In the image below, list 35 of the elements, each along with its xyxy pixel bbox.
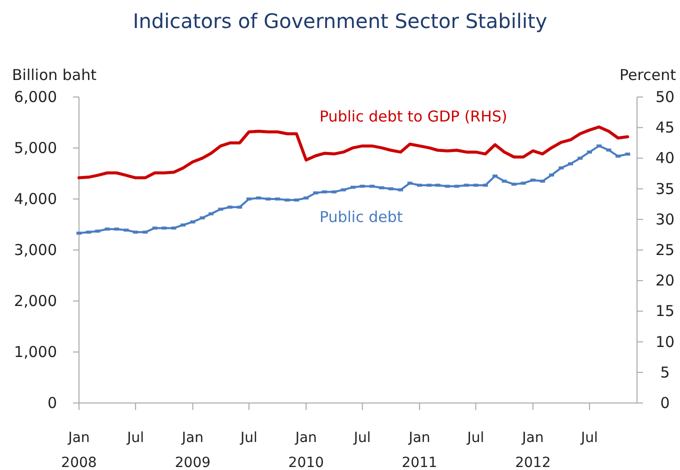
x-tick-label: Jul: [466, 430, 484, 446]
x-tick-label: Jan 2011: [402, 430, 438, 470]
y-tick-label: 0: [47, 394, 57, 412]
y2-tick-label: 45: [655, 118, 675, 137]
x-tick-label: Jul: [580, 430, 598, 446]
y-tick-label: 6,000: [14, 88, 57, 106]
y2-tick-label: 0: [660, 394, 670, 412]
y-tick-label: 3,000: [14, 241, 57, 259]
y-tick-label: 5,000: [14, 139, 57, 157]
point: [76, 232, 82, 235]
y2-tick-label: 10: [655, 332, 675, 351]
y-axis-title: Billion baht: [12, 66, 97, 84]
y-tick-label: 1,000: [14, 343, 57, 361]
series-label: Public debt: [319, 208, 403, 226]
y2-tick-label: 35: [655, 180, 675, 198]
x-tick-label: Jan 2009: [174, 430, 211, 470]
x-tick-label: Jul: [239, 430, 258, 446]
series-label: Public debt to GDP (RHS): [319, 107, 508, 126]
x-tick-label: Jan 2012: [515, 430, 551, 470]
chart-title: Indicators of Government Sector Stability: [132, 9, 548, 33]
y2-tick-label: 15: [655, 302, 675, 320]
y-tick-label: 4,000: [14, 190, 57, 208]
x-tick-label: Jul: [352, 430, 371, 446]
y2-axis-title: Percent: [620, 66, 676, 84]
y2-tick-label: 20: [655, 272, 675, 290]
x-tick-label: Jul: [126, 430, 144, 446]
y2-tick-label: 5: [660, 363, 670, 382]
y2-tick-label: 40: [655, 149, 675, 168]
x-tick-label: Jan 2008: [61, 430, 97, 470]
y2-tick-label: 25: [655, 241, 675, 259]
y2-tick-label: 50: [655, 88, 675, 106]
y-tick-label: 2,000: [14, 292, 57, 310]
line-series: [78, 125, 630, 180]
y2-tick-label: 30: [655, 210, 675, 228]
x-tick-label: Jan 2010: [288, 430, 324, 470]
